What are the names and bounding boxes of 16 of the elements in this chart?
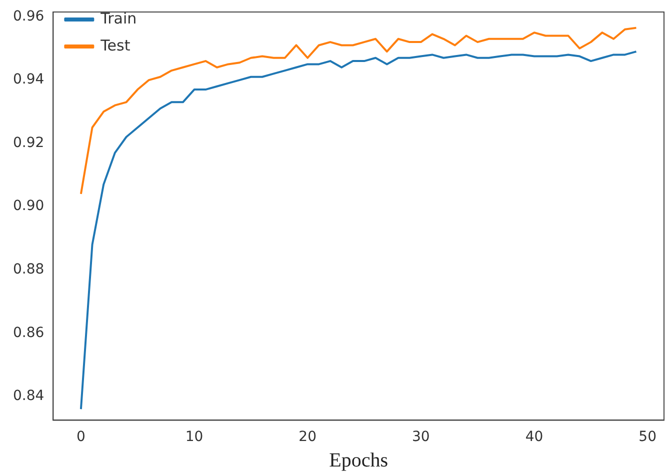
x-axis-title: Epochs: [329, 449, 388, 472]
y-tick-label: 0.92: [13, 134, 44, 151]
y-tick-label: 0.96: [13, 8, 44, 24]
x-tick-label: 40: [525, 429, 544, 446]
legend-label: Test: [100, 36, 130, 54]
y-tick-label: 0.94: [13, 72, 44, 88]
y-tick-label: 0.86: [13, 324, 44, 341]
x-tick-label: 0: [76, 429, 86, 446]
x-tick-label: 20: [298, 429, 317, 446]
legend-label: Train: [100, 9, 137, 28]
x-tick-label: 50: [638, 429, 656, 446]
y-tick-label: 0.88: [13, 262, 44, 278]
y-tick-label: 0.90: [13, 198, 44, 214]
x-tick-label: 30: [412, 429, 430, 446]
x-tick-label: 10: [185, 429, 204, 446]
y-tick-label: 0.84: [13, 388, 44, 404]
